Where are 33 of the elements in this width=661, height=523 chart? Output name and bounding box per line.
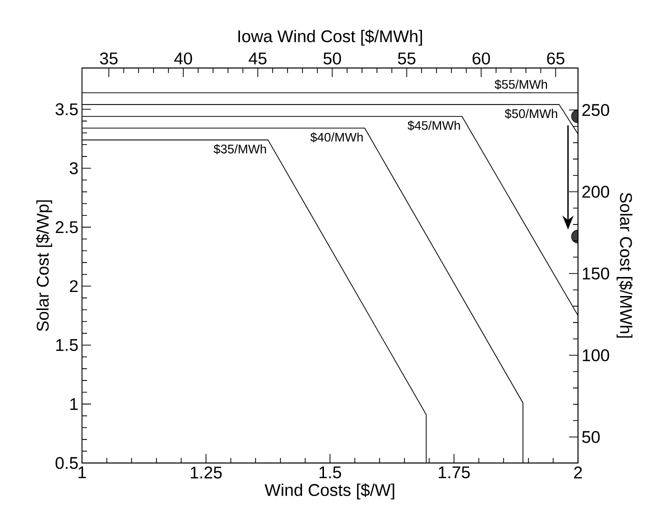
- y-tick-label: 3: [70, 162, 78, 174]
- y-tick-label: 2: [70, 280, 78, 292]
- x-tick-label: 1.25: [190, 466, 222, 479]
- series-label: $35/MWh: [214, 144, 266, 154]
- x2-tick-label: 60: [472, 52, 490, 64]
- y2-tick-label: 100: [582, 349, 610, 362]
- x2-tick-label: 50: [323, 52, 341, 64]
- series-label: $40/MWh: [310, 132, 363, 142]
- x2-tick-label: 45: [248, 52, 266, 64]
- y2-tick-label: 250: [582, 104, 610, 116]
- y-tick-label: 0.5: [56, 457, 78, 469]
- y2-axis-title: Solar Cost [$/MWh]: [616, 192, 633, 338]
- series-label: $55/MWh: [494, 79, 547, 90]
- x2-tick-label: 65: [547, 52, 564, 64]
- x-tick-label: 1.5: [320, 466, 342, 478]
- y-tick-label: 1.5: [56, 339, 78, 352]
- y2-tick-label: 50: [582, 431, 600, 444]
- y-tick-label: 1: [70, 398, 78, 410]
- x-axis-title: Wind Costs [$/W]: [264, 483, 394, 500]
- series-label: $45/MWh: [408, 120, 460, 131]
- x2-tick-label: 35: [100, 52, 118, 64]
- x-tick-label: 2: [574, 466, 582, 478]
- x2-tick-label: 55: [398, 52, 416, 64]
- x2-axis-title: Iowa Wind Cost [$/MWh]: [238, 30, 422, 46]
- x-tick-label: 1.75: [438, 466, 470, 478]
- y2-tick-label: 200: [582, 186, 610, 198]
- y-tick-label: 3.5: [56, 103, 78, 116]
- y2-tick-label: 150: [582, 268, 610, 280]
- x-tick-label: 1: [78, 466, 86, 478]
- y-tick-label: 2.5: [56, 221, 78, 234]
- legend-label: $50/MWh: [504, 108, 558, 119]
- x2-tick-label: 40: [174, 52, 192, 64]
- y-axis-title: Solar Cost [$/Wp]: [36, 200, 52, 332]
